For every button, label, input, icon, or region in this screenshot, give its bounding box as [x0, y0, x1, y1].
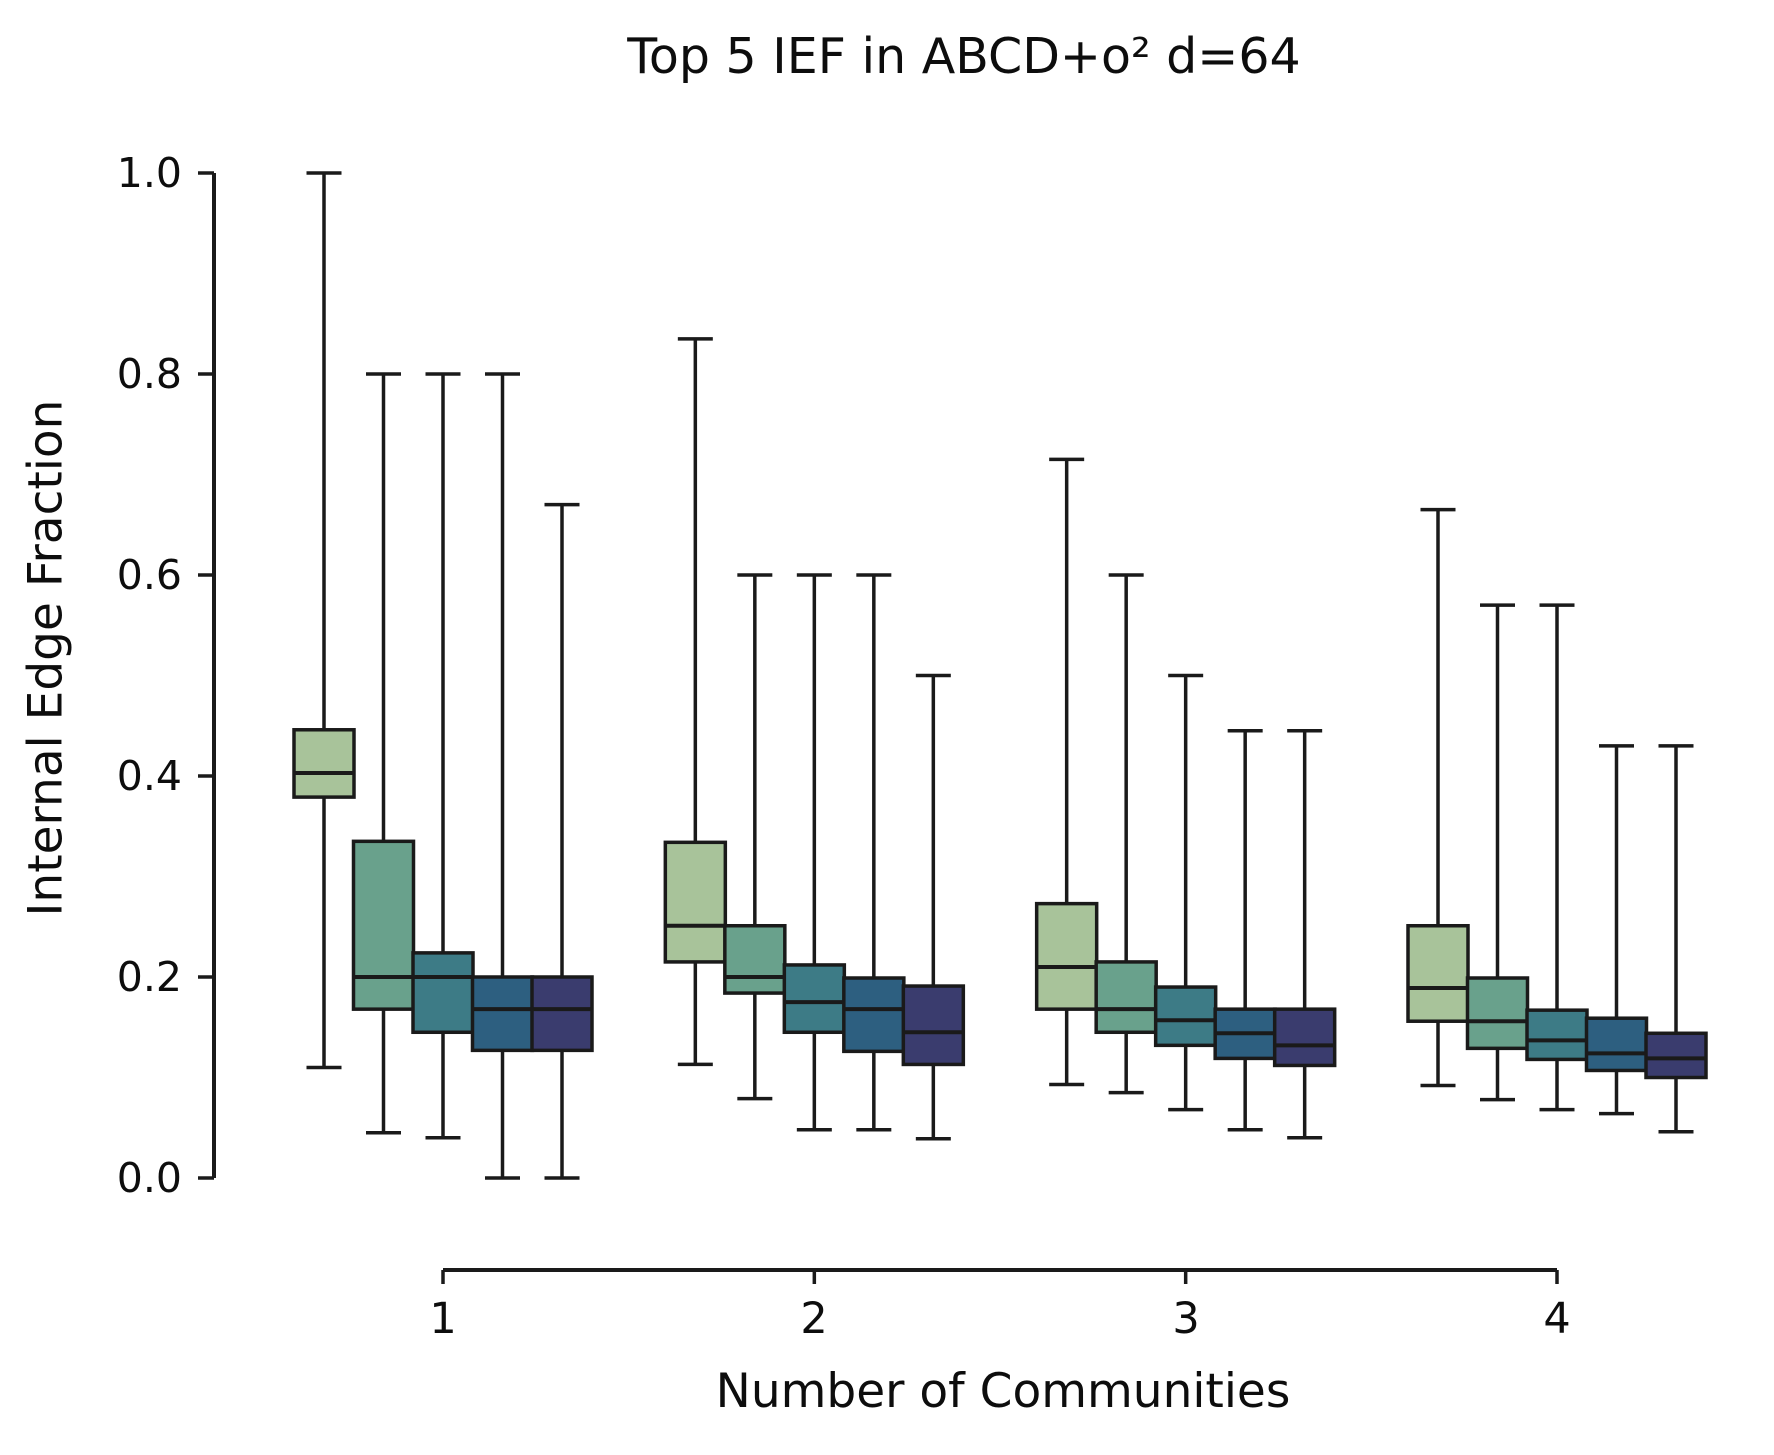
box-rank-3-cat-3-box: [1153, 985, 1218, 1048]
x-tick-label-1: 1: [429, 1294, 457, 1344]
y-tick-label-1.0: 1.0: [116, 149, 182, 197]
box-rank-2-cat-2-box: [723, 923, 787, 995]
box-rank-2-cat-3-box: [1094, 960, 1158, 1035]
y-tick-label-0.4: 0.4: [116, 752, 182, 800]
box-rank-2-cat-1-box: [351, 839, 416, 1011]
box-rank-1-cat-1-box: [292, 728, 356, 799]
box-rank-4-cat-4-box: [1584, 1016, 1649, 1073]
box-rank-1-cat-2-box: [663, 840, 728, 964]
box-rank-5-cat-4-box: [1644, 1031, 1708, 1080]
x-tick-label-2: 2: [800, 1294, 828, 1344]
y-tick-label-0.6: 0.6: [116, 551, 182, 599]
y-tick-label-0.2: 0.2: [116, 953, 182, 1001]
box-rank-4-cat-1-box: [470, 975, 535, 1053]
box-rank-5-cat-3-box: [1272, 1007, 1337, 1068]
box-rank-3-cat-4-box: [1525, 1008, 1589, 1062]
y-tick-label-0.8: 0.8: [116, 350, 182, 398]
x-tick-label-3: 3: [1172, 1294, 1200, 1344]
box-rank-3-cat-1-box: [411, 951, 475, 1035]
y-tick-label-0.0: 0.0: [116, 1154, 182, 1202]
box-rank-1-cat-3-box: [1034, 901, 1099, 1011]
box-rank-5-cat-1-box: [530, 975, 594, 1053]
x-axis-label: Number of Communities: [715, 1364, 1291, 1419]
box-rank-1-cat-4-box: [1406, 923, 1470, 1023]
box-rank-4-cat-2-box: [842, 976, 906, 1054]
x-tick-label-4: 4: [1543, 1294, 1571, 1344]
box-rank-2-cat-4-box: [1465, 976, 1530, 1051]
box-rank-3-cat-2-box: [782, 963, 847, 1035]
chart-title: Top 5 IEF in ABCD+o² d=64: [627, 28, 1301, 85]
box-rank-5-cat-2-box: [901, 984, 966, 1067]
